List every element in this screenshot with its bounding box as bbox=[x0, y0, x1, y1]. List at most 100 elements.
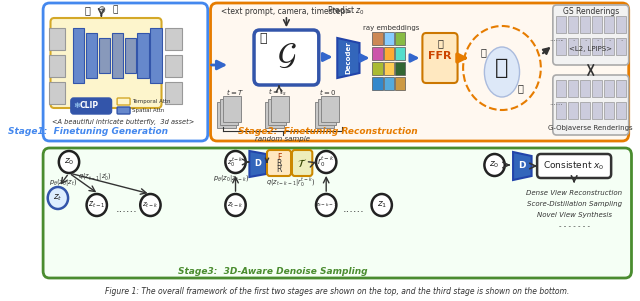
Bar bbox=[616, 102, 626, 119]
Bar bbox=[568, 80, 578, 97]
Bar bbox=[217, 102, 236, 128]
Text: .: . bbox=[560, 36, 563, 42]
Text: Novel View Synthesis: Novel View Synthesis bbox=[536, 212, 612, 218]
Bar bbox=[372, 77, 383, 90]
Bar bbox=[49, 82, 65, 104]
Text: 📷: 📷 bbox=[113, 5, 118, 14]
Text: $z_{t-1}$: $z_{t-1}$ bbox=[88, 200, 106, 210]
Bar bbox=[150, 28, 161, 83]
Text: ......: ...... bbox=[549, 36, 563, 42]
Text: $z_0^{t-k}$: $z_0^{t-k}$ bbox=[227, 156, 244, 169]
Text: 🔥: 🔥 bbox=[437, 38, 443, 48]
Polygon shape bbox=[250, 151, 266, 177]
FancyBboxPatch shape bbox=[117, 98, 130, 105]
Bar bbox=[616, 80, 626, 97]
Bar bbox=[265, 102, 284, 128]
Circle shape bbox=[140, 194, 161, 216]
Bar bbox=[580, 80, 590, 97]
FancyBboxPatch shape bbox=[553, 5, 628, 65]
Circle shape bbox=[225, 151, 246, 173]
Bar bbox=[580, 102, 590, 119]
Text: ⊕: ⊕ bbox=[97, 5, 106, 15]
Bar bbox=[592, 38, 602, 55]
Text: .: . bbox=[584, 36, 586, 42]
Text: $t=T$: $t=T$ bbox=[227, 87, 244, 97]
Text: R: R bbox=[276, 159, 282, 167]
Text: $z_{t-k}$: $z_{t-k}$ bbox=[227, 200, 244, 209]
Text: Stage2:  Finetuning Reconstruction: Stage2: Finetuning Reconstruction bbox=[238, 128, 418, 136]
Text: Temporal Attn: Temporal Attn bbox=[132, 99, 170, 104]
Bar bbox=[383, 77, 394, 90]
Bar bbox=[616, 16, 626, 33]
Bar bbox=[125, 38, 136, 73]
Text: D: D bbox=[518, 162, 526, 170]
Text: $q(z_{t-k-1}|r_0^{t-k})$: $q(z_{t-k-1}|r_0^{t-k})$ bbox=[266, 175, 316, 188]
Bar bbox=[220, 99, 238, 125]
Bar bbox=[49, 28, 65, 50]
FancyBboxPatch shape bbox=[537, 154, 611, 178]
Bar bbox=[372, 32, 383, 45]
FancyBboxPatch shape bbox=[422, 33, 458, 83]
Bar bbox=[604, 16, 614, 33]
Polygon shape bbox=[513, 152, 532, 180]
Text: GS Renderings: GS Renderings bbox=[563, 7, 619, 15]
Text: <A beautiful intricate butterfly,  3d asset>: <A beautiful intricate butterfly, 3d ass… bbox=[52, 119, 194, 125]
Bar bbox=[568, 38, 578, 55]
Text: F: F bbox=[277, 153, 281, 162]
Text: Spatial Attn: Spatial Attn bbox=[132, 108, 164, 113]
FancyBboxPatch shape bbox=[43, 3, 208, 141]
Text: .: . bbox=[572, 36, 574, 42]
Bar bbox=[395, 32, 405, 45]
Text: <text prompt, camera, timestep>: <text prompt, camera, timestep> bbox=[221, 7, 351, 15]
Bar bbox=[556, 16, 566, 33]
Text: $z_1$: $z_1$ bbox=[376, 200, 387, 210]
Bar bbox=[395, 77, 405, 90]
Text: $t=0$: $t=0$ bbox=[319, 87, 337, 97]
Bar bbox=[321, 96, 339, 122]
Bar bbox=[383, 47, 394, 60]
Bar bbox=[223, 96, 241, 122]
Text: Stage3:  3D-Aware Denoise Sampling: Stage3: 3D-Aware Denoise Sampling bbox=[178, 266, 367, 275]
Text: Stage1:  Finetuning Generation: Stage1: Finetuning Generation bbox=[8, 128, 168, 136]
Bar bbox=[383, 62, 394, 75]
Text: .: . bbox=[608, 36, 611, 42]
FancyBboxPatch shape bbox=[553, 75, 628, 135]
Text: Score-Distillation Sampling: Score-Distillation Sampling bbox=[527, 201, 621, 207]
Text: .: . bbox=[620, 36, 623, 42]
Text: ray embeddings: ray embeddings bbox=[363, 25, 419, 31]
Text: $z_{t-k-1}$: $z_{t-k-1}$ bbox=[315, 201, 337, 209]
Circle shape bbox=[48, 187, 68, 209]
Text: Figure 1: The overall framework of the first two stages are shown on the top, an: Figure 1: The overall framework of the f… bbox=[105, 287, 570, 296]
Bar bbox=[111, 33, 123, 78]
Text: CLIP: CLIP bbox=[80, 101, 99, 110]
Bar bbox=[383, 32, 394, 45]
Circle shape bbox=[316, 194, 337, 216]
Text: ......: ...... bbox=[549, 100, 563, 106]
Bar bbox=[165, 55, 182, 77]
FancyBboxPatch shape bbox=[43, 148, 632, 278]
Text: ❄: ❄ bbox=[73, 101, 80, 110]
Text: $p_\theta(z_0|z_t)$: $p_\theta(z_0|z_t)$ bbox=[49, 176, 77, 188]
FancyBboxPatch shape bbox=[117, 107, 130, 114]
Bar bbox=[556, 80, 566, 97]
Text: $p_\theta(z_0|z_{t-k})$: $p_\theta(z_0|z_{t-k})$ bbox=[212, 172, 249, 184]
Bar bbox=[318, 99, 337, 125]
Text: Consistent $x_0$: Consistent $x_0$ bbox=[543, 160, 605, 172]
Text: ⏰: ⏰ bbox=[84, 5, 90, 15]
FancyBboxPatch shape bbox=[267, 150, 291, 176]
Text: D: D bbox=[254, 160, 261, 169]
Bar bbox=[165, 28, 182, 50]
Bar bbox=[395, 62, 405, 75]
Bar bbox=[592, 16, 602, 33]
Bar bbox=[165, 82, 182, 104]
Text: ......: ...... bbox=[343, 204, 365, 214]
FancyBboxPatch shape bbox=[254, 30, 319, 85]
Text: $z_0$: $z_0$ bbox=[64, 157, 74, 167]
Bar bbox=[556, 38, 566, 55]
Bar bbox=[604, 102, 614, 119]
Circle shape bbox=[86, 194, 107, 216]
Text: 🤖: 🤖 bbox=[518, 83, 524, 93]
FancyBboxPatch shape bbox=[51, 18, 161, 108]
Bar bbox=[592, 80, 602, 97]
Bar bbox=[99, 38, 109, 73]
